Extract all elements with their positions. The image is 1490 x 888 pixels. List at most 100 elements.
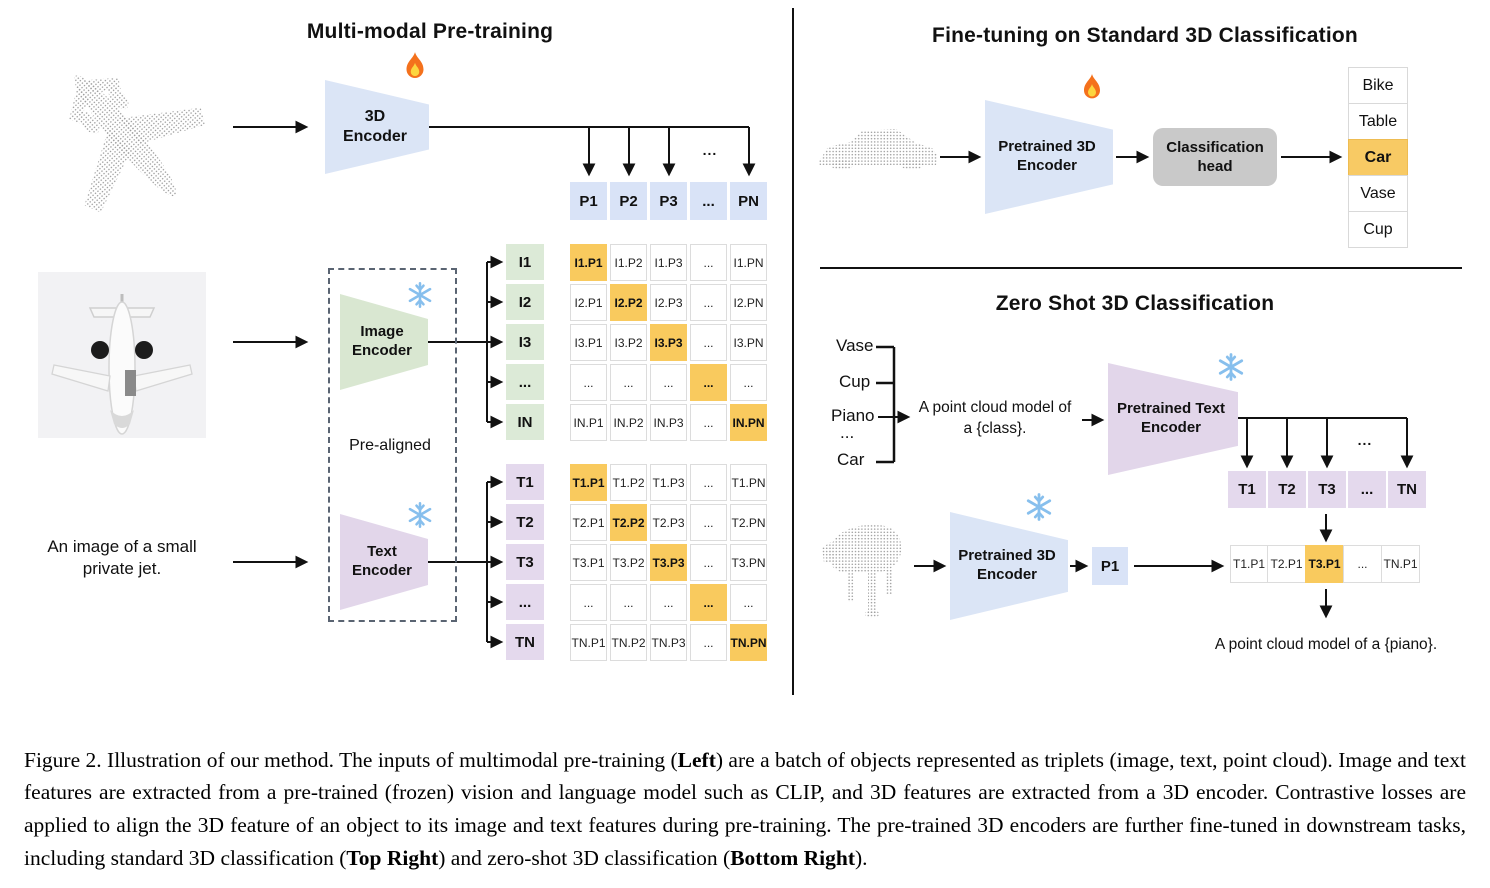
zs-class-cup: Cup [839,372,871,391]
prealigned-label: Pre-aligned [349,437,431,454]
class-1: Table [1348,103,1408,140]
p-cell-0: P1 [570,182,607,220]
ip-cell-4-4: IN.PN [730,404,767,441]
fire-icon [406,52,424,79]
tp-cell-3-1: ... [610,584,647,621]
ip-cell-3-0: ... [570,364,607,401]
t-cell-4: TN [506,624,544,660]
tp-cell-1-1: T2.P2 [610,504,647,541]
tp-cell-4-2: TN.P3 [650,624,687,661]
zs-class-car: Car [837,450,865,469]
ip-cell-3-3: ... [690,364,727,401]
tp-cell-0-1: T1.P2 [610,464,647,501]
tp-cell-1-3: ... [690,504,727,541]
tp-cell-3-4: ... [730,584,767,621]
zs-prompt-line1: A point cloud model of [918,399,1072,416]
zs-tp-cell-2: T3.P1 [1305,545,1344,583]
i-cell-2: I3 [506,324,544,360]
zs-class-vase: Vase [836,336,874,355]
i-cell-3: ... [506,364,544,400]
p-cell-4: PN [730,182,767,220]
zs-pretrained-text-encoder-label: Pretrained Text Encoder [1116,400,1226,436]
tp-cell-4-3: ... [690,624,727,661]
p-feature-row: P1 P2 P3... PN [570,182,767,220]
ip-cell-4-3: ... [690,404,727,441]
tp-cell-0-4: T1.PN [730,464,767,501]
p-row-ellipsis: ... [702,142,718,158]
ip-cell-4-0: IN.P1 [570,404,607,441]
zs-class-piano: Piano [831,406,875,425]
tp-cell-2-1: T3.P2 [610,544,647,581]
prealigned-box [328,268,457,622]
class-2: Car [1348,139,1408,176]
piano-point-cloud [822,524,902,618]
ip-cell-1-1: I2.P2 [610,284,647,321]
encoder-3d-label: 3D Encoder [342,108,407,145]
zs-tp-row: T1.P1 T2.P1 T3.P1... TN.P1 [1230,545,1420,583]
fire-icon [1084,74,1100,99]
ip-cell-0-3: ... [690,244,727,281]
ip-cell-2-4: I3.PN [730,324,767,361]
ip-cell-0-0: I1.P1 [570,244,607,281]
ip-cell-3-4: ... [730,364,767,401]
finetuning-title: Fine-tuning on Standard 3D Classificatio… [932,24,1358,47]
figure-caption: Figure 2. Illustration of our method. Th… [24,747,1466,871]
zs-prompt: A point cloud model of a {class}. [905,398,1085,440]
t-feature-col: T1 T2 T3... TN [506,464,544,660]
p-cell-2: P3 [650,182,687,220]
airplane-point-cloud [69,75,205,213]
connector-layer [69,8,1462,695]
snowflake-icon [1218,353,1244,381]
tp-cell-4-0: TN.P1 [570,624,607,661]
ip-cell-1-4: I2.PN [730,284,767,321]
t-cell-3: ... [506,584,544,620]
zs-tp-cell-1: T2.P1 [1267,545,1306,583]
classification-head: Classification head [1153,128,1277,186]
tp-cell-2-0: T3.P1 [570,544,607,581]
tp-cell-3-0: ... [570,584,607,621]
zs-tp-cell-4: TN.P1 [1381,545,1420,583]
text-encoder-label: Text Encoder [351,543,412,579]
ip-cell-1-0: I2.P1 [570,284,607,321]
zs-t-cell-3: ... [1348,471,1386,508]
tp-cell-0-2: T1.P3 [650,464,687,501]
classification-head-label: Classification head [1166,138,1264,176]
class-4: Cup [1348,211,1408,248]
jet-text-input: An image of a small private jet. [47,537,197,579]
p-cell-1: P2 [610,182,647,220]
car-point-cloud [818,129,938,170]
tp-cell-2-3: ... [690,544,727,581]
zs-t-cell-1: T2 [1268,471,1306,508]
ip-cell-1-3: ... [690,284,727,321]
ip-cell-0-1: I1.P2 [610,244,647,281]
zs-t-cell-4: TN [1388,471,1426,508]
zs-tp-cell-3: ... [1343,545,1382,583]
zs-class-ellipsis: ... [840,423,855,442]
snowflake-icon [408,502,432,528]
class-0: Bike [1348,67,1408,104]
snowflake-icon [408,282,432,308]
tp-cell-1-0: T2.P1 [570,504,607,541]
ip-cell-3-1: ... [610,364,647,401]
zs-t-row: T1 T2 T3... TN [1228,471,1426,508]
zs-prompt-line2: a {class}. [963,419,1027,437]
tp-cell-1-2: T2.P3 [650,504,687,541]
class-list: Bike Table Car Vase Cup [1348,67,1408,248]
jet-image [38,272,206,438]
ip-cell-2-0: I3.P1 [570,324,607,361]
tp-cell-4-4: TN.PN [730,624,767,661]
snowflake-icon [1026,493,1052,521]
figure-2-diagram: Multi-modal Pre-training 3D Encoder P1 P2… [38,8,1462,695]
i-cell-1: I2 [506,284,544,320]
image-point-matrix: I1.P1 I1.P2 I1.P3... I1.PN I2.P1 I2.P2 I2.P3..… [570,244,767,441]
ip-cell-1-2: I2.P3 [650,284,687,321]
i-cell-4: IN [506,404,544,440]
ip-cell-4-1: IN.P2 [610,404,647,441]
zs-tp-cell-0: T1.P1 [1230,545,1268,583]
tp-cell-3-3: ... [690,584,727,621]
jet-image-drawing [51,294,193,435]
t-cell-1: T2 [506,504,544,540]
zeroshot-title: Zero Shot 3D Classification [995,292,1275,315]
ip-cell-3-2: ... [650,364,687,401]
tp-cell-0-0: T1.P1 [570,464,607,501]
